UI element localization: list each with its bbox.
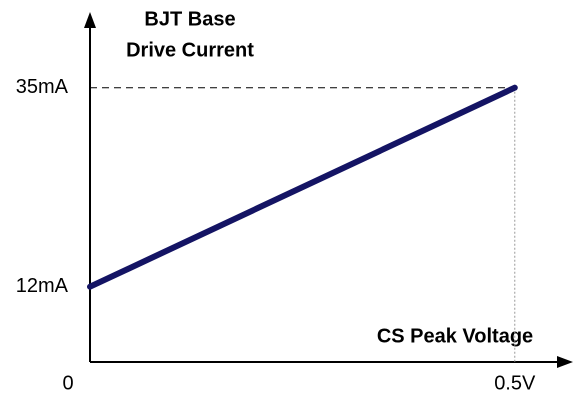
x-axis-arrow	[557, 356, 573, 368]
y-axis-label: BJT Base	[144, 8, 235, 30]
data-line	[87, 84, 518, 290]
x-tick-label: 0.5V	[494, 372, 536, 394]
y-axis-arrow	[84, 12, 96, 28]
x-axis-label: CS Peak Voltage	[377, 325, 533, 347]
y-axis-label: Drive Current	[126, 39, 254, 61]
y-tick-label: 12mA	[16, 275, 69, 297]
x-tick-label: 0	[62, 372, 73, 394]
y-tick-label: 35mA	[16, 76, 69, 98]
